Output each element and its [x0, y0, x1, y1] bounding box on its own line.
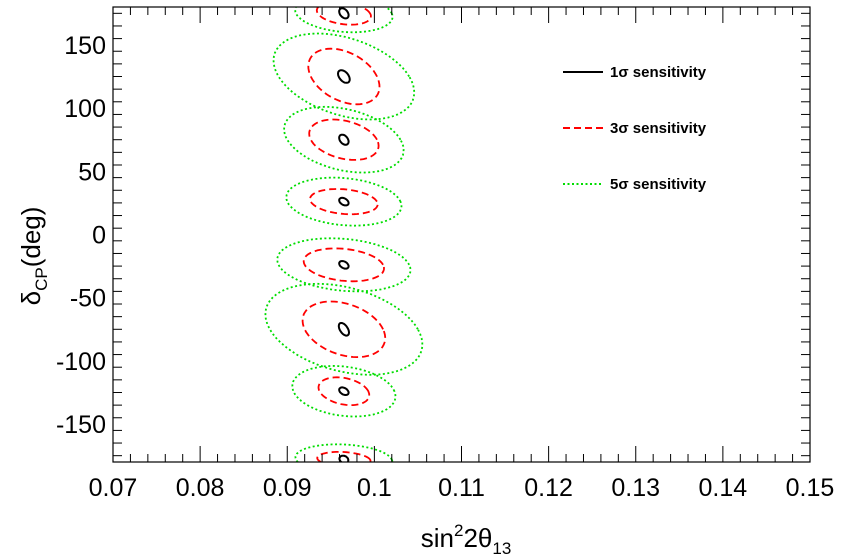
contour-island-2	[272, 32, 416, 121]
y-tick-label: -50	[70, 285, 106, 313]
x-title-base: sin	[421, 523, 454, 553]
contour-5sigma-sensitivity	[283, 105, 405, 174]
x-tick-label: 0.09	[263, 474, 312, 502]
x-title-mid: 2θ	[463, 523, 492, 553]
contour-1sigma-sensitivity	[336, 69, 351, 84]
contour-3sigma-sensitivity	[316, 450, 372, 462]
y-tick-label: -100	[56, 348, 106, 376]
contour-1sigma-sensitivity	[338, 133, 350, 146]
contour-1sigma-sensitivity	[338, 259, 350, 270]
contour-5sigma-sensitivity	[291, 364, 397, 418]
y-tick-label: 100	[64, 95, 106, 123]
legend-label-1sigma: 1σ sensitivity	[610, 64, 707, 81]
contour-3sigma-sensitivity	[302, 247, 385, 283]
y-axis-ticks	[113, 12, 810, 457]
y-title-sub: CP	[32, 267, 51, 291]
plot-frame	[112, 6, 811, 463]
contour-1sigma-sensitivity	[338, 386, 350, 396]
x-tick-label: 0.07	[89, 474, 138, 502]
contour-group	[264, 7, 424, 462]
y-axis-title: δCP(deg)	[16, 207, 51, 306]
x-axis-title: sin22θ13	[421, 521, 512, 556]
contour-island-4	[285, 176, 403, 227]
legend: 1σ sensitivity 3σ sensitivity 5σ sensiti…	[563, 64, 707, 193]
x-tick-label: 0.15	[786, 474, 835, 502]
contour-1sigma-sensitivity	[337, 322, 350, 337]
contour-3sigma-sensitivity	[309, 188, 379, 216]
contour-3sigma-sensitivity	[317, 376, 371, 407]
legend-label-5sigma: 5σ sensitivity	[610, 176, 707, 193]
legend-entry-5sigma: 5σ sensitivity	[563, 176, 707, 193]
y-tick-label: -150	[56, 411, 106, 439]
y-tick-label: 0	[92, 222, 106, 250]
y-tick-label: 150	[64, 32, 106, 60]
contour-3sigma-sensitivity	[315, 7, 372, 26]
x-tick-label: 0.14	[699, 474, 748, 502]
x-tick-label: 0.08	[176, 474, 225, 502]
x-tick-label: 0.11	[438, 474, 485, 502]
contour-5sigma-sensitivity	[264, 282, 424, 376]
legend-label-3sigma: 3σ sensitivity	[610, 120, 707, 137]
contour-3sigma-sensitivity	[307, 47, 381, 106]
contour-1sigma-sensitivity	[338, 196, 350, 207]
contour-island-3	[283, 105, 405, 174]
contour-5sigma-sensitivity	[276, 237, 412, 293]
contour-island-6	[264, 282, 424, 376]
x-title-sub: 13	[492, 539, 511, 556]
x-tick-label: 0.13	[611, 474, 660, 502]
y-title-rest: (deg)	[16, 207, 46, 268]
x-tick-label: 0.12	[524, 474, 573, 502]
y-tick-labels: -150 -100 -50 0 50 100 150	[56, 32, 106, 439]
legend-entry-3sigma: 3σ sensitivity	[563, 120, 707, 137]
contour-3sigma-sensitivity	[301, 300, 387, 359]
x-title-sup: 2	[454, 521, 463, 540]
contour-island-7	[291, 364, 397, 418]
legend-entry-1sigma: 1σ sensitivity	[563, 64, 707, 81]
x-tick-labels: 0.07 0.08 0.09 0.1 0.11 0.12 0.13 0.14 0.15	[89, 474, 835, 502]
y-tick-label: 50	[78, 158, 106, 186]
contour-5sigma-sensitivity	[272, 32, 416, 121]
contour-5sigma-sensitivity	[285, 176, 403, 227]
contour-island-5	[276, 237, 412, 293]
x-tick-label: 0.1	[357, 474, 392, 502]
y-title-base: δ	[16, 291, 46, 305]
